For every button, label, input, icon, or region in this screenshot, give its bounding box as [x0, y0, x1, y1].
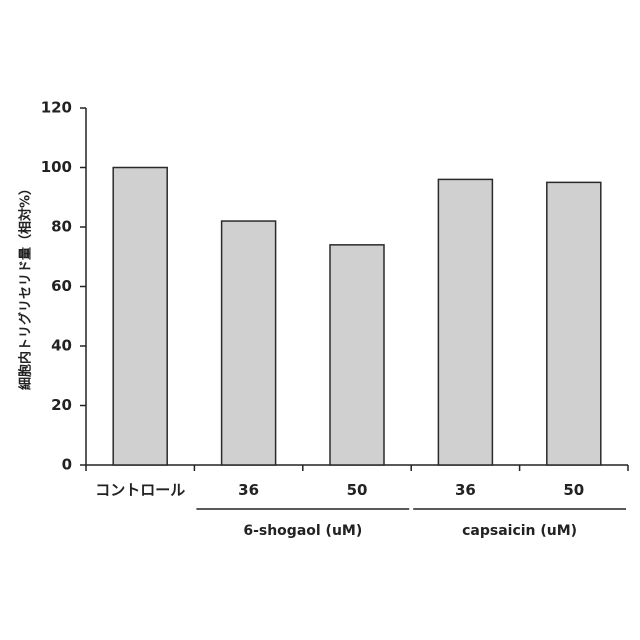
y-tick-label: 80: [51, 218, 72, 236]
bar: [547, 182, 601, 465]
plot-area: 0 20 40 60 80 100 120 コントロール 36 50 36 50 6-shogaol…: [41, 99, 628, 540]
y-tick-label: 0: [62, 456, 72, 474]
x-axis-ticks: [86, 465, 628, 471]
y-axis-ticks: 0 20 40 60 80 100 120: [41, 99, 86, 474]
bar: [222, 221, 276, 465]
category-label: 36: [455, 481, 476, 499]
y-tick-label: 20: [51, 396, 72, 414]
category-labels: コントロール 36 50 36 50: [95, 481, 584, 499]
y-tick-label: 60: [51, 277, 72, 295]
category-label: 36: [238, 481, 259, 499]
bar: [330, 245, 384, 465]
y-tick-label: 120: [41, 99, 72, 117]
y-tick-label: 40: [51, 337, 72, 355]
category-label: コントロール: [95, 481, 185, 499]
category-label: 50: [563, 481, 584, 499]
group-label: capsaicin (uM): [462, 523, 577, 539]
group-labels: 6-shogaol (uM) capsaicin (uM): [196, 509, 626, 539]
y-tick-label: 100: [41, 158, 72, 176]
bar: [438, 179, 492, 465]
group-label: 6-shogaol (uM): [243, 523, 362, 539]
y-axis-title: 細胞内トリグリセリド量（相対%）: [18, 182, 34, 390]
category-label: 50: [347, 481, 368, 499]
bars: [113, 168, 601, 466]
bar: [113, 168, 167, 466]
